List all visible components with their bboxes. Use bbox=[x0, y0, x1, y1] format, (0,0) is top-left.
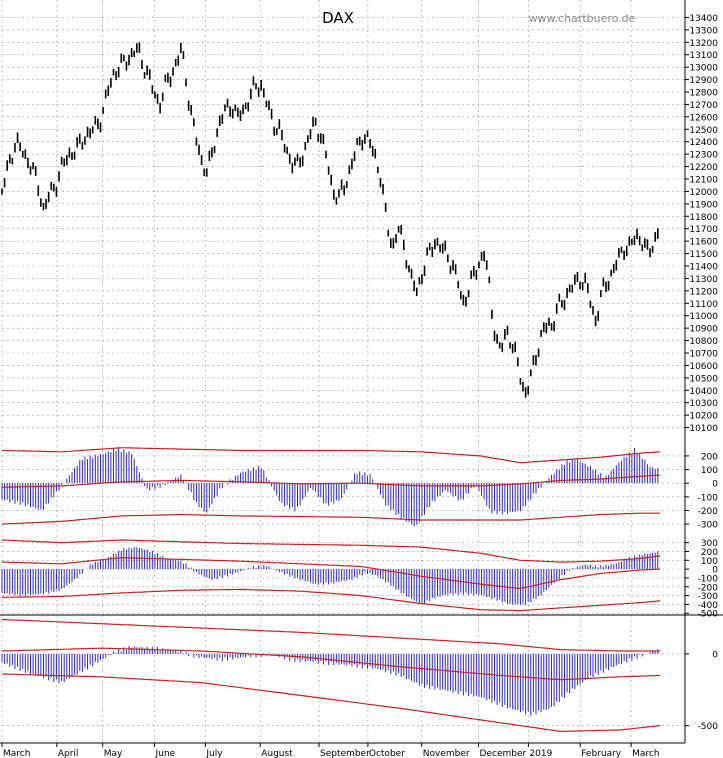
price-tick-label: 11400 bbox=[689, 263, 718, 273]
price-tick-label: 12800 bbox=[689, 89, 718, 99]
osc-tick-label: 100 bbox=[701, 466, 718, 476]
osc-tick-label: -100 bbox=[698, 574, 719, 584]
osc-tick-label: 0 bbox=[712, 480, 718, 490]
price-tick-label: 10800 bbox=[689, 337, 718, 347]
x-tick-label: October bbox=[369, 749, 405, 758]
osc-tick-label: -300 bbox=[698, 521, 719, 531]
price-tick-label: 11000 bbox=[689, 312, 718, 322]
osc-band-line bbox=[1, 556, 661, 590]
price-tick-label: 11800 bbox=[689, 213, 718, 223]
osc-histogram-2 bbox=[1, 547, 659, 606]
price-tick-label: 13100 bbox=[689, 51, 718, 61]
price-tick-label: 12000 bbox=[689, 188, 718, 198]
price-tick-label: 11600 bbox=[689, 238, 718, 248]
osc-band-line bbox=[1, 474, 661, 488]
osc-tick-label: 200 bbox=[701, 548, 718, 558]
price-bars bbox=[1, 42, 659, 398]
price-tick-label: 13300 bbox=[689, 26, 718, 36]
x-tick-label: April bbox=[58, 749, 79, 758]
x-tick-label: September bbox=[320, 749, 370, 758]
osc-tick-label: 100 bbox=[701, 557, 718, 567]
x-tick-label: November bbox=[423, 749, 470, 758]
x-tick-label: March bbox=[632, 749, 659, 758]
x-tick-label: December bbox=[480, 749, 527, 758]
chart-title: DAX bbox=[322, 9, 354, 27]
x-tick-label: March bbox=[3, 749, 30, 758]
osc-tick-label: -200 bbox=[698, 507, 719, 517]
price-tick-label: 11200 bbox=[689, 287, 718, 297]
osc-tick-label: -100 bbox=[698, 493, 719, 503]
price-tick-label: 12100 bbox=[689, 176, 718, 186]
price-tick-label: 10500 bbox=[689, 374, 718, 384]
osc-band-line bbox=[1, 512, 660, 525]
osc-tick-label: -200 bbox=[698, 583, 719, 593]
price-tick-label: 13000 bbox=[689, 64, 718, 74]
x-tick-label: August bbox=[261, 749, 293, 758]
price-tick-label: 10300 bbox=[689, 399, 718, 409]
price-tick-label: 10600 bbox=[689, 362, 718, 372]
price-tick-label: 12700 bbox=[689, 101, 718, 111]
price-tick-label: 12900 bbox=[689, 76, 718, 86]
price-tick-label: 11500 bbox=[689, 250, 718, 260]
osc-tick-label: 300 bbox=[701, 539, 718, 549]
x-tick-label: 2019 bbox=[529, 749, 552, 758]
price-tick-label: 10900 bbox=[689, 325, 718, 335]
osc-tick-label: -500 bbox=[698, 722, 719, 732]
osc-tick-label: -300 bbox=[698, 592, 719, 602]
price-tick-label: 11900 bbox=[689, 200, 718, 210]
price-tick-label: 12600 bbox=[689, 113, 718, 123]
osc-tick-label: -400 bbox=[698, 601, 719, 611]
x-tick-label: July bbox=[205, 749, 223, 758]
x-tick-label: May bbox=[104, 749, 123, 758]
osc-tick-label: 200 bbox=[701, 452, 718, 462]
osc-tick-label: 0 bbox=[712, 650, 718, 660]
price-tick-label: 13200 bbox=[689, 39, 718, 49]
osc-histogram-3 bbox=[1, 646, 659, 716]
price-tick-label: 12300 bbox=[689, 151, 718, 161]
osc-band-line bbox=[1, 539, 661, 563]
x-tick-label: February bbox=[581, 749, 622, 758]
price-tick-label: 12200 bbox=[689, 163, 718, 173]
price-tick-label: 12500 bbox=[689, 126, 718, 136]
osc-band-line bbox=[1, 618, 660, 652]
price-tick-label: 12400 bbox=[689, 138, 718, 148]
price-tick-label: 11700 bbox=[689, 225, 718, 235]
price-tick-label: 10700 bbox=[689, 350, 718, 360]
price-tick-label: 11100 bbox=[689, 300, 718, 310]
osc-tick-label: 0 bbox=[712, 566, 718, 576]
price-tick-label: 10200 bbox=[689, 412, 718, 422]
price-tick-label: 10400 bbox=[689, 387, 718, 397]
price-tick-label: 11300 bbox=[689, 275, 718, 285]
price-tick-label: 10100 bbox=[689, 424, 718, 434]
osc-band-line bbox=[1, 647, 661, 681]
osc-band-line bbox=[1, 673, 661, 733]
osc-band-line bbox=[1, 588, 661, 612]
x-tick-label: June bbox=[155, 749, 176, 758]
watermark: www.chartbuero.de bbox=[529, 12, 636, 25]
osc-band-line bbox=[2, 447, 661, 464]
price-tick-label: 13400 bbox=[689, 14, 718, 24]
osc-tick-label: -500 bbox=[698, 610, 719, 620]
